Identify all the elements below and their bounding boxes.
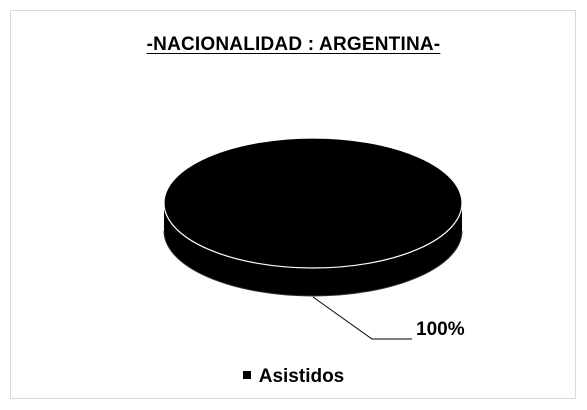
legend-swatch-asistidos: [242, 370, 251, 379]
data-label-asistidos: 100%: [416, 319, 465, 340]
pie-slice-asistidos: [163, 137, 463, 269]
pie-bottom-rim: [163, 230, 463, 297]
legend-label-asistidos: Asistidos: [258, 366, 345, 387]
legend: Asistidos: [0, 366, 587, 388]
chart-title: -NACIONALIDAD : ARGENTINA-: [146, 34, 441, 55]
leader-line-asistidos: [312, 296, 412, 340]
pie-slice-side-asistidos: [164, 203, 462, 296]
